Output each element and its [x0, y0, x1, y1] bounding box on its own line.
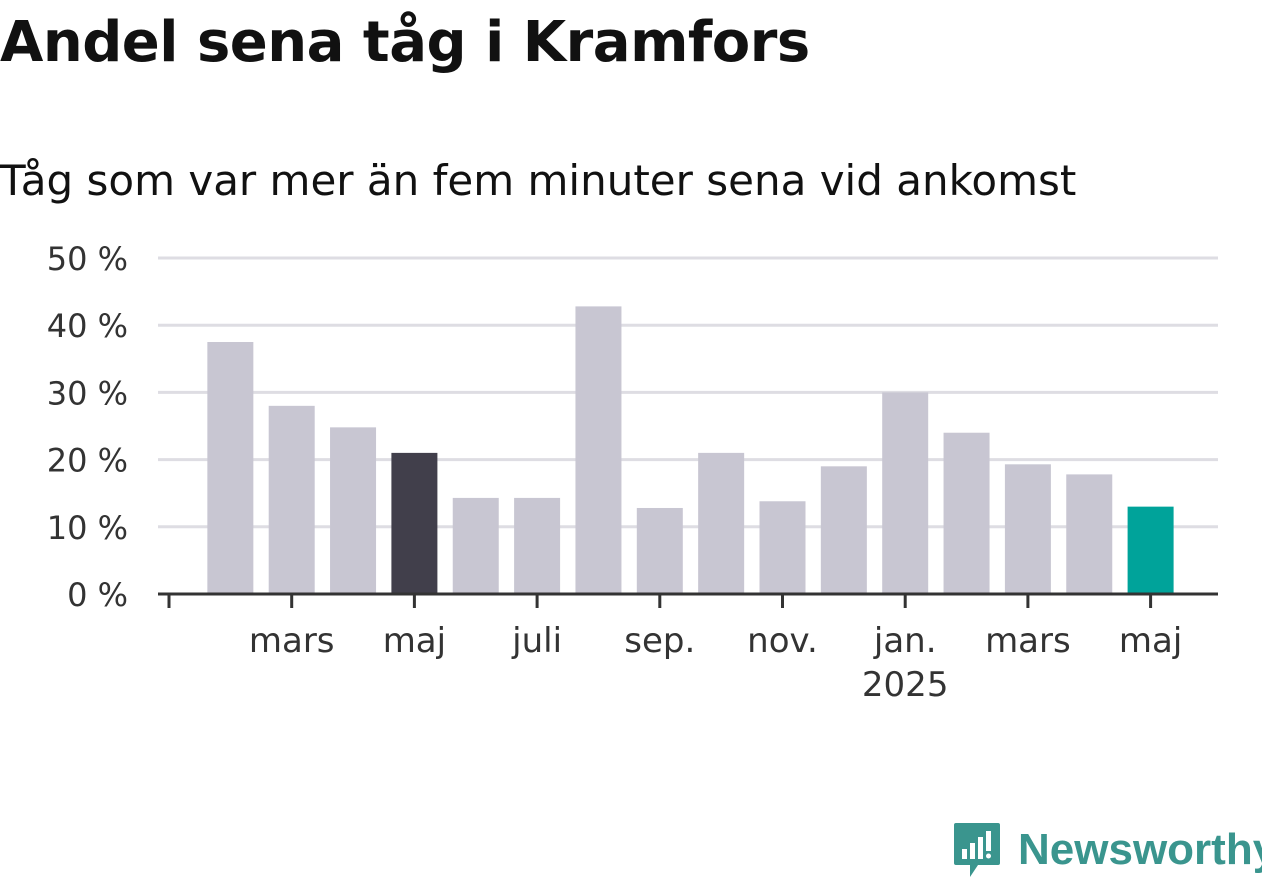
bar	[207, 342, 254, 594]
bar	[759, 501, 806, 594]
bars	[207, 306, 1174, 594]
y-tick-label: 50 %	[47, 240, 128, 278]
bar	[1004, 464, 1051, 594]
bar	[268, 405, 315, 594]
y-tick-label: 30 %	[47, 374, 128, 412]
chart-subtitle: Tåg som var mer än fem minuter sena vid …	[0, 156, 1077, 205]
bar	[698, 452, 745, 594]
y-tick-label: 40 %	[47, 307, 128, 345]
bar	[514, 497, 561, 594]
bar	[391, 452, 438, 594]
chart-title: Andel sena tåg i Kramfors	[0, 10, 810, 75]
bar	[1127, 506, 1174, 594]
y-axis-labels: 0 % 10 % 20 % 30 % 40 % 50 %	[47, 240, 128, 614]
y-tick-label: 0 %	[67, 576, 128, 614]
bar	[452, 497, 499, 594]
bar	[943, 432, 990, 594]
grid-lines	[158, 256, 1218, 529]
bar	[636, 507, 683, 594]
newsworthy-brand-name: Newsworthy	[1018, 825, 1262, 874]
newsworthy-logo-icon	[954, 823, 1000, 877]
x-tick-label: mars	[985, 621, 1071, 661]
x-tick-label: sep.	[624, 621, 695, 661]
y-tick-label: 20 %	[47, 442, 128, 480]
newsworthy-logo: Newsworthy	[952, 820, 1262, 880]
x-axis: mars maj juli sep. nov. jan.2025 mars maj	[158, 592, 1218, 705]
x-tick-label: mars	[249, 621, 335, 661]
x-tick-label: maj	[1119, 621, 1182, 661]
bar	[330, 427, 377, 594]
bar	[820, 466, 867, 594]
bar	[1066, 474, 1113, 594]
bar	[882, 392, 929, 594]
y-tick-label: 10 %	[47, 509, 128, 547]
x-tick-label: jan.	[873, 621, 937, 661]
bar	[575, 306, 622, 594]
x-tick-label: maj	[383, 621, 446, 661]
x-tick-label: nov.	[747, 621, 818, 661]
x-tick-year-label: 2025	[862, 665, 949, 705]
x-tick-label: juli	[511, 621, 562, 661]
